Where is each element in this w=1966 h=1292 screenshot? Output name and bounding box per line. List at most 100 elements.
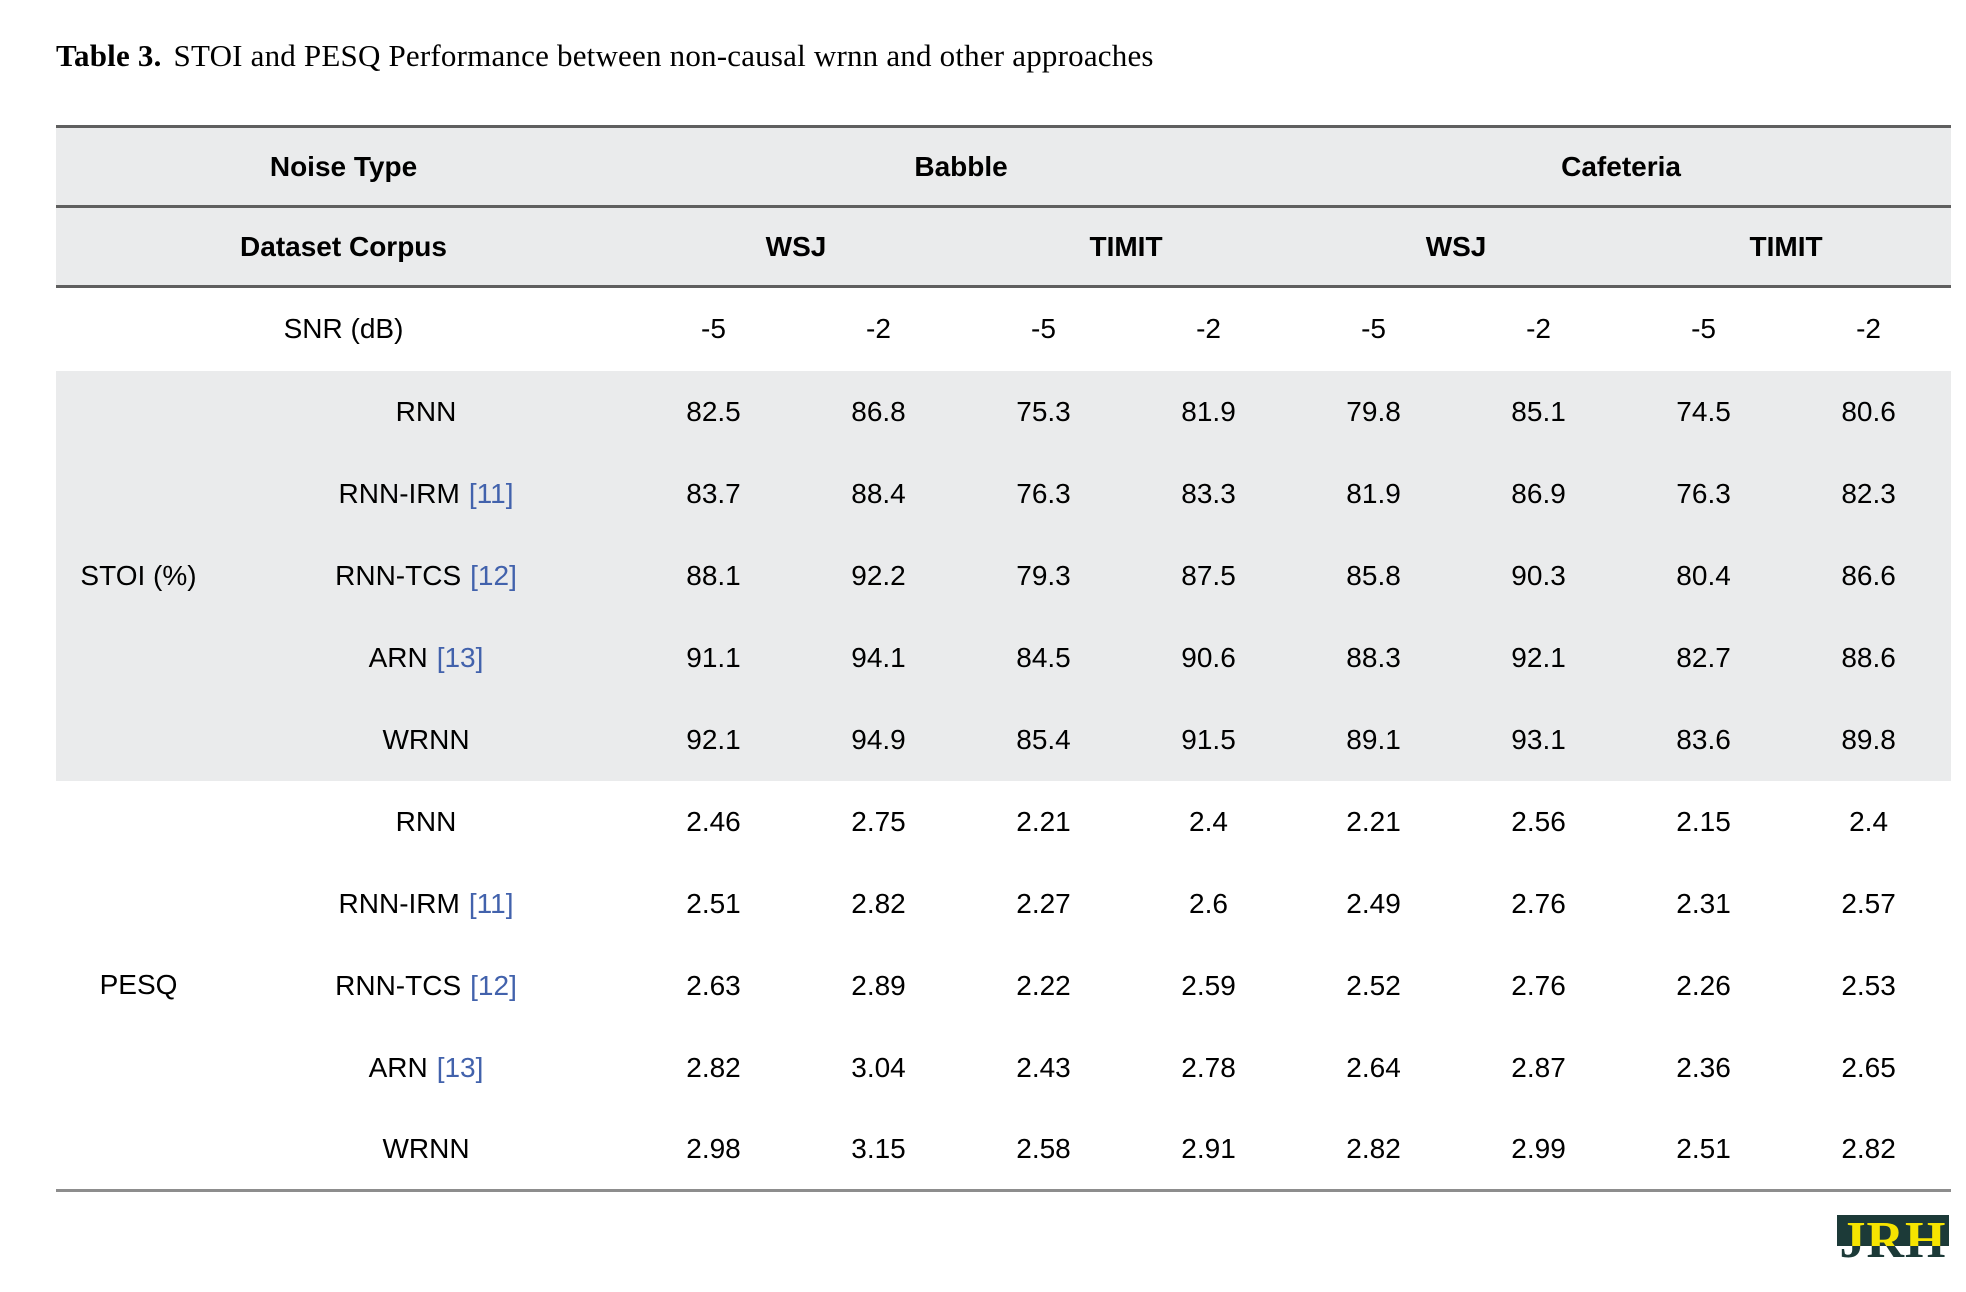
value-cell: 92.1 — [631, 698, 796, 781]
value-cell: 90.3 — [1456, 534, 1622, 617]
snr-value: -5 — [701, 313, 726, 345]
value-cell: 2.76 — [1511, 969, 1566, 1001]
value-cell: 85.4 — [961, 698, 1126, 781]
value-cell: 2.6 — [1189, 887, 1228, 919]
method-cell: ARN [13] — [221, 1027, 631, 1109]
citation-link[interactable]: [11] — [468, 477, 514, 509]
citation-link[interactable]: [13] — [436, 641, 484, 673]
value-cell: 75.3 — [961, 370, 1126, 453]
table-row: RNN-TCS [12] 2.63 2.89 2.22 2.59 2.52 2.7… — [56, 945, 1951, 1027]
method-label: RNN-TCS — [335, 559, 462, 591]
snr-value: -5 — [1031, 313, 1056, 345]
header-corpus-babble-wsj: WSJ — [631, 206, 961, 287]
results-table: Noise Type Babble Cafeteria Dataset Corp… — [56, 125, 1952, 1192]
citation-link[interactable]: [12] — [470, 559, 517, 591]
value-cell: 88.4 — [796, 452, 961, 535]
value-cell: 2.43 — [1016, 1051, 1071, 1083]
header-noise-babble: Babble — [631, 126, 1292, 207]
value-cell: 82.5 — [631, 370, 796, 453]
snr-label: SNR (dB) — [283, 313, 404, 345]
table-caption: Table 3. STOI and PESQ Performance betwee… — [56, 38, 1154, 74]
value-cell: 93.1 — [1456, 698, 1622, 781]
value-cell: 86.8 — [796, 370, 961, 453]
value-cell: 2.15 — [1676, 805, 1731, 837]
value-cell: 2.22 — [1016, 969, 1071, 1001]
table-row: STOI (%) RNN 82.5 86.8 75.3 81.9 79.8 85… — [56, 370, 1952, 781]
table-caption-text: STOI and PESQ Performance between non-ca… — [173, 38, 1154, 73]
value-cell: 82.7 — [1621, 616, 1787, 699]
method-cell: RNN-IRM [11] — [221, 863, 631, 945]
table-row: WRNN 2.98 3.15 2.58 2.91 2.82 2.99 2.51 … — [56, 1109, 1951, 1191]
method-cell: RNN — [221, 370, 631, 453]
value-cell: 2.49 — [1346, 887, 1401, 919]
value-cell: 2.4 — [1189, 805, 1228, 837]
value-cell: 94.9 — [796, 698, 961, 781]
table-row: ARN [13] 91.1 94.1 84.5 90.6 88.3 92.1 82… — [56, 616, 1952, 699]
jrh-logo: JRH JRH — [1837, 1215, 1949, 1269]
value-cell: 87.5 — [1126, 534, 1292, 617]
value-cell: 2.87 — [1511, 1051, 1566, 1083]
header-row-dataset-corpus: Dataset Corpus WSJ TIMIT WSJ TIMIT — [56, 206, 1952, 287]
method-cell: ARN [13] — [221, 616, 631, 699]
method-cell: RNN — [221, 781, 631, 863]
value-cell: 79.3 — [961, 534, 1126, 617]
value-cell: 91.1 — [631, 616, 796, 699]
value-cell: 2.82 — [851, 887, 906, 919]
method-label: RNN — [395, 395, 457, 427]
header-corpus-cafeteria-timit: TIMIT — [1621, 206, 1952, 287]
method-label: RNN-IRM — [338, 477, 460, 509]
value-cell: 92.1 — [1456, 616, 1622, 699]
snr-value: -2 — [1526, 313, 1551, 345]
table-row: WRNN 92.1 94.9 85.4 91.5 89.1 93.1 83.6 … — [56, 698, 1952, 781]
value-cell: 2.75 — [851, 805, 906, 837]
header-row-noise-type: Noise Type Babble Cafeteria — [56, 126, 1952, 207]
value-cell: 94.1 — [796, 616, 961, 699]
table-row: RNN-IRM [11] 83.7 88.4 76.3 83.3 81.9 86.… — [56, 452, 1952, 535]
value-cell: 2.51 — [686, 887, 741, 919]
value-cell: 2.4 — [1849, 805, 1889, 837]
value-cell: 2.82 — [1841, 1132, 1896, 1164]
value-cell: 85.1 — [1456, 370, 1622, 453]
table-row: PESQ RNN 2.46 2.75 2.21 2.4 2.21 2.56 2.… — [56, 781, 1951, 1000]
snr-value: -2 — [1856, 313, 1882, 345]
value-cell: 91.5 — [1126, 698, 1292, 781]
value-cell: 3.15 — [851, 1132, 906, 1164]
value-cell: 2.82 — [1346, 1132, 1401, 1164]
value-cell: 89.1 — [1291, 698, 1457, 781]
method-cell: WRNN — [221, 698, 631, 781]
value-cell: 92.2 — [796, 534, 961, 617]
value-cell: 88.1 — [631, 534, 796, 617]
method-label: WRNN — [382, 1132, 470, 1164]
value-cell: 80.4 — [1621, 534, 1787, 617]
value-cell: 2.76 — [1511, 887, 1566, 919]
citation-link[interactable]: [12] — [470, 969, 517, 1001]
value-cell: 86.6 — [1786, 534, 1952, 617]
value-cell: 81.9 — [1126, 370, 1292, 453]
pesq-section: PESQ RNN 2.46 2.75 2.21 2.4 2.21 2.56 2.… — [56, 781, 1951, 1191]
value-cell: 88.3 — [1291, 616, 1457, 699]
header-dataset-corpus-label: Dataset Corpus — [56, 206, 631, 287]
value-cell: 2.82 — [686, 1051, 741, 1083]
value-cell: 2.58 — [1016, 1132, 1071, 1164]
value-cell: 2.99 — [1511, 1132, 1566, 1164]
jrh-logo-box: JRH — [1837, 1215, 1949, 1246]
value-cell: 74.5 — [1621, 370, 1787, 453]
metric-label: STOI (%) — [56, 370, 221, 781]
snr-value: -2 — [1196, 313, 1221, 345]
snr-value: -5 — [1361, 313, 1386, 345]
value-cell: 2.64 — [1346, 1051, 1401, 1083]
value-cell: 2.57 — [1841, 887, 1896, 919]
snr-value: -2 — [866, 313, 891, 345]
value-cell: 88.6 — [1786, 616, 1952, 699]
value-cell: 2.63 — [686, 969, 741, 1001]
value-cell: 2.59 — [1181, 969, 1236, 1001]
citation-link[interactable]: [11] — [468, 887, 514, 919]
citation-link[interactable]: [13] — [436, 1051, 484, 1083]
method-cell: RNN-TCS [12] — [221, 534, 631, 617]
method-cell: WRNN — [221, 1109, 631, 1191]
value-cell: 2.89 — [851, 969, 906, 1001]
method-label: ARN — [368, 641, 428, 673]
value-cell: 2.36 — [1676, 1051, 1731, 1083]
method-label: ARN — [368, 1051, 428, 1083]
